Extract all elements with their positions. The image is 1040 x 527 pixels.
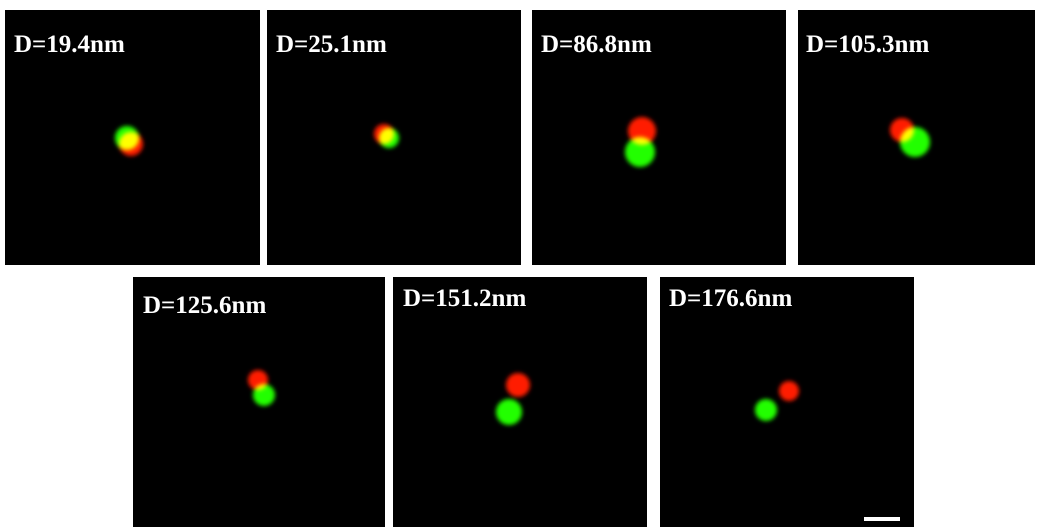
panel-label: D=125.6nm bbox=[143, 292, 266, 319]
panel: D=151.2nm bbox=[393, 277, 647, 527]
green-spot bbox=[900, 127, 930, 157]
panel: D=125.6nm bbox=[133, 277, 385, 527]
scale-bar bbox=[864, 517, 900, 521]
panel-label: D=105.3nm bbox=[806, 31, 929, 58]
green-spot bbox=[115, 126, 139, 150]
panel: D=176.6nm bbox=[660, 277, 914, 527]
panel: D=86.8nm bbox=[532, 10, 786, 265]
panel-label: D=151.2nm bbox=[403, 285, 526, 312]
panel-label: D=176.6nm bbox=[669, 285, 792, 312]
figure: D=19.4nm D=25.1nm D=86.8nm D=105.3nm D=1… bbox=[0, 0, 1040, 527]
green-spot bbox=[755, 399, 777, 421]
panel-label: D=25.1nm bbox=[276, 31, 387, 58]
green-spot bbox=[379, 128, 399, 148]
panel-label: D=86.8nm bbox=[541, 31, 652, 58]
red-spot bbox=[779, 381, 799, 401]
panel-label: D=19.4nm bbox=[14, 31, 125, 58]
panel-background bbox=[393, 277, 647, 527]
red-spot bbox=[506, 373, 530, 397]
green-spot bbox=[625, 137, 655, 167]
panel: D=19.4nm bbox=[5, 10, 260, 265]
green-spot bbox=[496, 399, 522, 425]
green-spot bbox=[253, 384, 275, 406]
panel: D=25.1nm bbox=[267, 10, 521, 265]
panel: D=105.3nm bbox=[798, 10, 1035, 265]
panel-background bbox=[660, 277, 914, 527]
